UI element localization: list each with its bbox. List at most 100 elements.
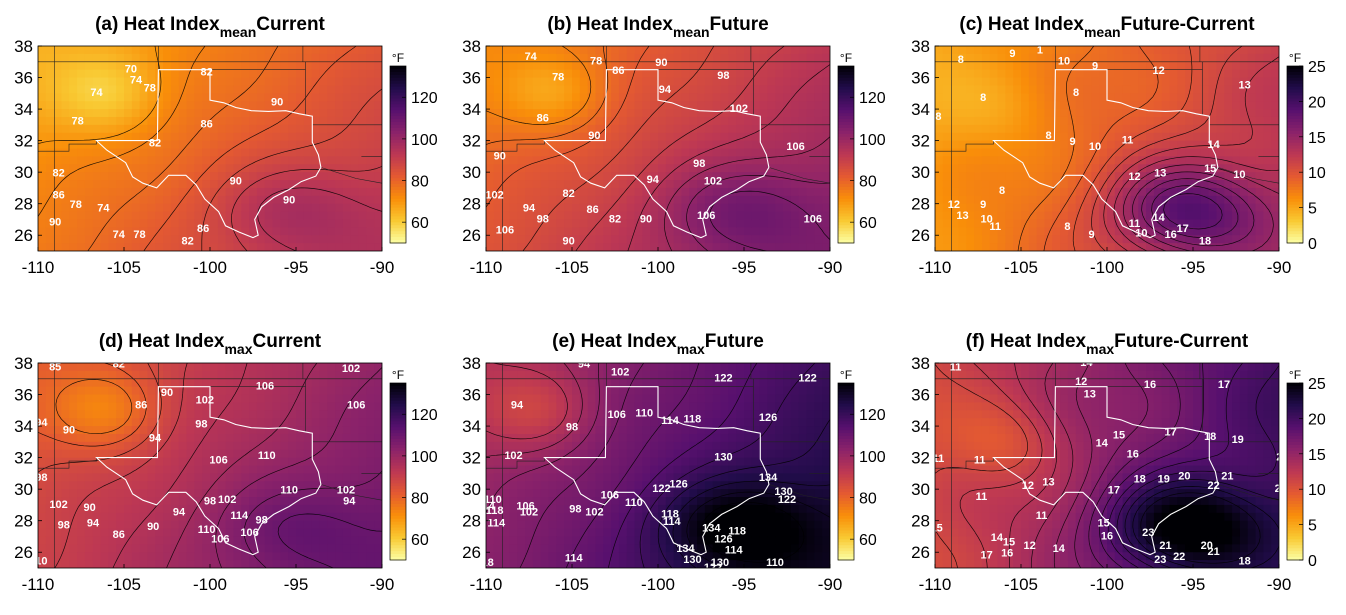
colorbar-step	[390, 98, 406, 102]
field-cell	[1005, 187, 1014, 197]
field-cell	[256, 164, 266, 173]
field-cell	[249, 394, 258, 404]
field-cell	[249, 203, 258, 213]
field-cell	[335, 512, 344, 522]
field-cell	[783, 219, 792, 228]
field-cell	[217, 69, 227, 79]
field-cell	[233, 402, 242, 411]
field-cell	[342, 489, 352, 498]
field-cell	[272, 85, 281, 94]
field-cell	[1263, 53, 1272, 63]
field-cell	[1185, 124, 1194, 134]
field-cell	[61, 148, 70, 157]
field-cell	[217, 418, 227, 427]
field-cell	[1067, 53, 1077, 63]
field-cell	[1247, 172, 1257, 181]
contour-line	[686, 174, 830, 251]
field-cell	[1107, 101, 1116, 110]
field-cell	[1169, 203, 1178, 213]
field-cell	[178, 85, 188, 94]
field-cell	[595, 116, 604, 126]
field-cell	[350, 536, 360, 545]
field-cell	[272, 140, 281, 150]
field-cell	[1083, 156, 1092, 165]
colorbar-step	[838, 104, 854, 108]
field-cell	[650, 77, 659, 87]
field-cell	[202, 69, 211, 79]
field-cell	[942, 46, 952, 55]
field-cell	[1122, 211, 1132, 221]
field-cell	[108, 53, 117, 63]
field-cell	[249, 195, 258, 205]
field-cell	[744, 46, 753, 55]
field-cell	[989, 93, 999, 102]
field-cell	[1044, 156, 1053, 165]
field-cell	[170, 489, 180, 498]
field-cell	[1044, 243, 1053, 251]
field-cell	[642, 180, 651, 189]
field-cell	[1099, 77, 1108, 87]
field-cell	[997, 172, 1006, 181]
field-cell	[486, 46, 495, 55]
field-cell	[202, 552, 211, 561]
field-cell	[202, 203, 211, 213]
contour-label: 9	[1009, 48, 1015, 60]
field-cell	[1028, 69, 1038, 79]
field-cell	[1271, 156, 1279, 165]
field-cell	[84, 211, 94, 221]
field-cell	[92, 124, 102, 134]
field-cell	[358, 536, 367, 545]
field-cell	[124, 69, 133, 79]
field-cell	[296, 504, 305, 514]
field-cell	[296, 410, 305, 419]
field-cell	[1263, 172, 1272, 181]
field-cell	[225, 46, 235, 55]
field-cell	[77, 433, 86, 443]
field-cell	[712, 53, 722, 63]
field-cell	[319, 156, 328, 165]
field-cell	[186, 418, 195, 427]
field-cell	[1177, 61, 1186, 71]
field-cell	[194, 85, 203, 94]
field-cell	[1200, 132, 1210, 142]
colorbar-step	[390, 186, 406, 191]
field-cell	[689, 195, 698, 205]
colorbar-step	[390, 172, 406, 176]
field-cell	[1036, 156, 1046, 165]
colorbar-step	[390, 210, 406, 214]
field-cell	[697, 69, 706, 79]
field-cell	[342, 363, 352, 372]
field-cell	[935, 101, 944, 110]
field-cell	[1271, 53, 1279, 63]
colorbar-step	[838, 189, 854, 194]
field-cell	[556, 219, 565, 228]
field-cell	[572, 243, 581, 251]
field-cell	[249, 481, 258, 490]
field-cell	[327, 164, 336, 173]
field-cell	[728, 46, 737, 55]
field-cell	[374, 148, 382, 157]
field-cell	[342, 77, 352, 87]
field-cell	[358, 449, 367, 459]
field-cell	[532, 195, 542, 205]
field-cell	[61, 544, 70, 553]
colorbar-tick-label: 15	[1308, 130, 1326, 147]
field-cell	[374, 46, 382, 55]
field-cell	[116, 164, 125, 173]
field-cell	[673, 148, 683, 157]
field-cell	[950, 77, 960, 87]
field-cell	[108, 465, 117, 474]
field-cell	[170, 109, 180, 118]
field-cell	[1177, 172, 1186, 181]
colorbar-step	[1287, 157, 1303, 161]
field-cell	[1185, 148, 1194, 157]
field-cell	[728, 211, 737, 221]
field-cell	[38, 520, 47, 530]
field-cell	[163, 465, 172, 474]
field-cell	[501, 124, 511, 134]
field-cell	[155, 560, 164, 568]
field-cell	[736, 77, 745, 87]
field-cell	[1153, 211, 1163, 221]
field-cell	[303, 378, 313, 388]
field-cell	[1161, 109, 1171, 118]
